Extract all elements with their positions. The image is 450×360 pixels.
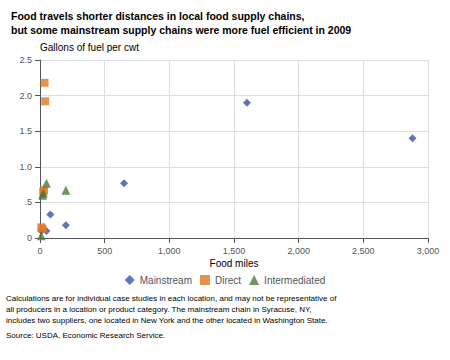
svg-text:2.5: 2.5 <box>19 55 32 65</box>
svg-text:Source: USDA, Economic Researc: Source: USDA, Economic Research Service. <box>6 331 165 340</box>
svg-text:0: 0 <box>37 246 42 256</box>
svg-text:all producers in a location or: all producers in a location or product c… <box>6 305 312 314</box>
svg-text:1,000: 1,000 <box>158 246 181 256</box>
svg-text:3,000: 3,000 <box>417 246 440 256</box>
svg-text:Mainstream: Mainstream <box>140 275 192 286</box>
svg-text:Gallons of fuel per cwt: Gallons of fuel per cwt <box>40 42 139 53</box>
svg-text:but some mainstream supply cha: but some mainstream supply chains were m… <box>11 24 351 36</box>
svg-text:Food miles: Food miles <box>210 258 259 269</box>
svg-text:Direct: Direct <box>215 275 241 286</box>
svg-text:1.5: 1.5 <box>19 126 32 136</box>
svg-text:1,500: 1,500 <box>223 246 246 256</box>
svg-text:Food travels shorter distances: Food travels shorter distances in local … <box>11 10 305 22</box>
svg-text:2,500: 2,500 <box>352 246 375 256</box>
svg-text:500: 500 <box>97 246 112 256</box>
svg-text:.5: .5 <box>24 197 32 207</box>
svg-text:1.0: 1.0 <box>19 162 32 172</box>
svg-text:Calculations are for individua: Calculations are for individual case stu… <box>6 294 337 303</box>
svg-text:2.0: 2.0 <box>19 91 32 101</box>
svg-text:2,000: 2,000 <box>287 246 310 256</box>
svg-text:includes two suppliers, one lo: includes two suppliers, one located in N… <box>6 316 328 325</box>
svg-text:Intermediated: Intermediated <box>264 275 325 286</box>
svg-text:0: 0 <box>27 233 32 243</box>
